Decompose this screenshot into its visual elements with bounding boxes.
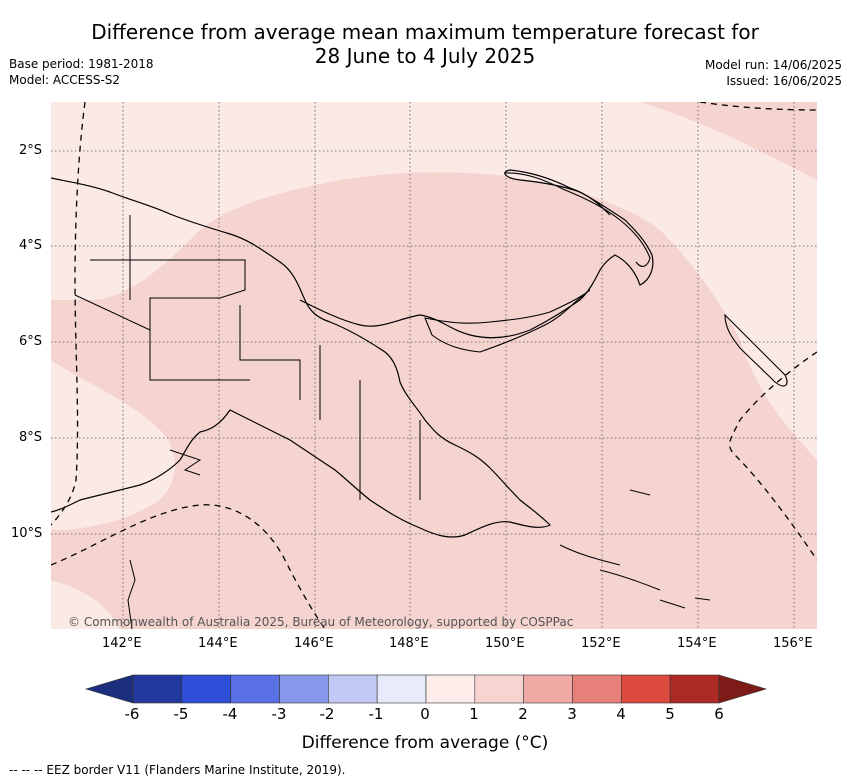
colorbar-tick-label: -3 [271,705,287,723]
colorbar-segment [474,674,524,704]
borders [74,215,421,500]
colorbar-over-arrow [718,674,768,704]
colorbar-tick-label: -4 [222,705,238,723]
anomaly-region-0-1-southwest [51,580,120,629]
colorbar-segment [230,674,280,704]
new-britain [424,289,591,353]
eez-legend-note: -- -- -- EEZ border V11 (Flanders Marine… [9,763,346,777]
lon-label: 142°E [102,636,142,651]
colorbar-segment [425,674,476,704]
colorbar-tick-label: 3 [567,705,577,723]
eez-borders [51,102,817,629]
colorbar-under-arrow [84,674,134,704]
colorbar-tick-label: 6 [714,705,724,723]
colorbar-tick-label: -2 [319,705,335,723]
colorbar-tick-label: 1 [469,705,479,723]
lat-label: 4°S [19,238,43,253]
copyright-text: © Commonwealth of Australia 2025, Bureau… [68,615,573,629]
colorbar-tick-label: 0 [420,705,430,723]
colorbar-tick-label: 4 [616,705,626,723]
colorbar-title: Difference from average (°C) [301,733,549,753]
lon-label: 150°E [485,636,525,651]
colorbar-tick-label: 5 [665,705,675,723]
bougainville [724,313,788,387]
colorbar-tick-label: -1 [368,705,384,723]
model-text: Model: ACCESS-S2 [9,73,121,87]
anomaly-region-0-1-north [51,102,817,460]
lat-label: 2°S [19,143,43,158]
anomaly-region-0-1-west [51,360,175,530]
colorbar-segment [572,674,622,704]
colorbar-tick-label: 2 [518,705,528,723]
lon-label: 148°E [389,636,429,651]
lon-label: 156°E [773,636,813,651]
colorbar [84,674,768,704]
issued-text: Issued: 16/06/2025 [726,74,842,88]
colorbar-segment [328,674,378,704]
map-title-line-2: 28 June to 4 July 2025 [314,44,536,68]
colorbar-segment [376,674,427,704]
lon-label: 144°E [198,636,238,651]
forecast-map: © Commonwealth of Australia 2025, Bureau… [51,102,817,629]
colorbar-segment [132,674,183,704]
colorbar-segment [181,674,231,704]
colorbar-segment [621,674,671,704]
colorbar-tick-label: -6 [124,705,140,723]
base-period-text: Base period: 1981-2018 [9,57,154,71]
colorbar-segment [279,674,329,704]
lon-label: 146°E [294,636,334,651]
model-run-text: Model run: 14/06/2025 [704,58,842,72]
lon-label: 152°E [581,636,621,651]
colorbar-tick-label: -5 [173,705,189,723]
southeast-islands [559,489,711,609]
torres-strait-cape-york [127,449,202,629]
lat-label: 10°S [11,526,43,541]
lon-label: 154°E [677,636,717,651]
anomaly-region-0-1-northeast [640,102,817,180]
lat-label: 6°S [19,334,43,349]
new-ireland [504,172,651,267]
map-title-line-1: Difference from average mean maximum tem… [91,20,759,44]
new-guinea-coastline [51,177,552,538]
lat-label: 8°S [19,430,43,445]
colorbar-segment [523,674,573,704]
colorbar-segment [669,674,720,704]
